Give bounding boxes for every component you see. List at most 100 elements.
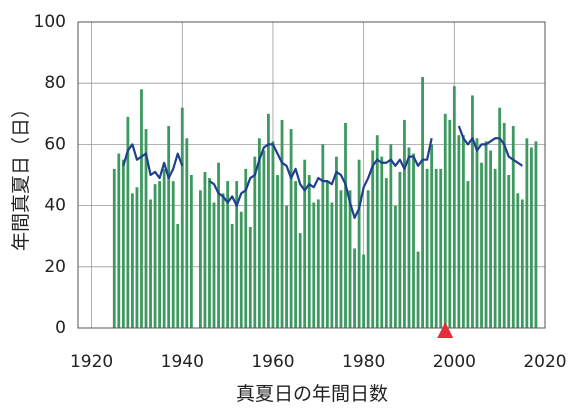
bar <box>498 107 502 329</box>
bar <box>335 156 338 328</box>
bar <box>371 150 375 328</box>
bar <box>525 138 529 328</box>
bar <box>507 175 511 328</box>
bar <box>185 138 189 328</box>
bar <box>393 205 397 328</box>
bar <box>321 144 325 328</box>
y-axis-title: 年間真夏日（日） <box>10 99 32 251</box>
y-tick-label: 80 <box>44 73 66 93</box>
bar <box>475 138 479 328</box>
y-tick-label: 20 <box>44 257 66 277</box>
bar <box>357 159 361 328</box>
bar <box>176 223 180 328</box>
bar <box>330 202 334 328</box>
bar <box>126 116 130 328</box>
plot-frame <box>77 21 546 329</box>
bar <box>457 135 461 328</box>
x-tick-label: 1960 <box>251 352 294 372</box>
bar <box>262 150 266 328</box>
bar <box>167 126 171 328</box>
bar <box>131 193 134 328</box>
bar <box>230 223 234 328</box>
y-tick-label: 0 <box>55 318 66 338</box>
bar <box>407 147 411 328</box>
bar <box>307 175 311 328</box>
x-tick-label: 2000 <box>433 352 476 372</box>
bar <box>416 251 420 328</box>
bar <box>316 199 320 328</box>
bar <box>244 168 248 328</box>
bar <box>312 202 316 328</box>
bar <box>529 147 533 328</box>
year-marker <box>437 322 454 338</box>
x-axis-title: 真夏日の年間日数 <box>236 383 388 405</box>
moving-average-line <box>122 125 523 219</box>
x-tick-label: 1980 <box>342 352 385 372</box>
x-tick-label: 1920 <box>70 352 113 372</box>
bar <box>398 171 402 328</box>
bar <box>153 184 157 328</box>
bar <box>298 233 302 328</box>
bar <box>425 168 429 328</box>
bar <box>289 129 293 328</box>
bar <box>285 205 288 328</box>
bar <box>180 107 184 329</box>
bar <box>257 138 261 328</box>
bar <box>267 113 270 328</box>
bar <box>380 156 384 328</box>
bar <box>389 144 393 328</box>
bar <box>144 129 148 328</box>
x-tick-label: 2020 <box>523 352 566 372</box>
bar <box>171 181 175 328</box>
bar <box>461 135 465 328</box>
bar <box>121 159 125 328</box>
bar <box>348 190 352 328</box>
bar <box>239 211 243 328</box>
bar <box>112 168 116 328</box>
bar <box>235 181 239 328</box>
y-tick-label: 40 <box>44 196 66 216</box>
bar <box>484 141 488 328</box>
bar <box>534 141 538 328</box>
bar <box>362 254 366 328</box>
bar <box>375 135 379 328</box>
bar <box>212 202 216 328</box>
bar <box>344 122 347 328</box>
bar <box>135 187 139 328</box>
bar <box>493 168 497 328</box>
bar <box>434 168 438 328</box>
bar <box>203 171 207 328</box>
bar <box>471 95 474 328</box>
bar <box>221 193 225 328</box>
bar <box>520 199 524 328</box>
bar <box>511 126 515 328</box>
bar <box>280 119 284 328</box>
bar <box>384 178 388 328</box>
bar <box>117 153 121 328</box>
bar <box>303 159 307 328</box>
bar <box>248 227 252 328</box>
bar <box>443 113 447 328</box>
bar <box>149 199 152 328</box>
bar <box>271 141 275 328</box>
bar <box>412 153 415 328</box>
bar <box>189 175 193 328</box>
bar <box>217 162 220 328</box>
bar <box>489 150 492 328</box>
bar <box>480 162 483 328</box>
bar <box>403 119 406 328</box>
bar <box>421 77 424 328</box>
x-tick-label: 1940 <box>161 352 204 372</box>
bar <box>353 248 356 328</box>
bar <box>199 190 202 328</box>
bar <box>339 190 343 328</box>
y-tick-label: 100 <box>34 12 66 32</box>
bar <box>516 193 520 328</box>
bar <box>140 89 143 328</box>
bar <box>430 144 434 328</box>
y-tick-label: 60 <box>44 134 66 154</box>
bar <box>466 181 470 328</box>
bar <box>276 175 279 328</box>
